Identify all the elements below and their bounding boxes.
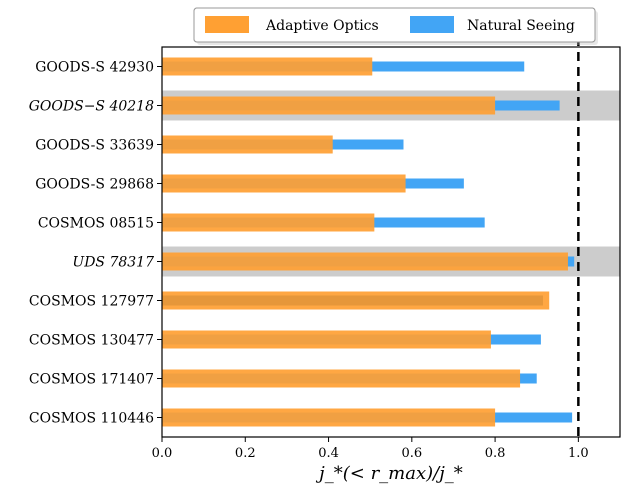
- y-tick-label: COSMOS 08515: [38, 216, 154, 232]
- x-tick-label: 1.0: [568, 446, 589, 461]
- plot-frame: [161, 46, 621, 438]
- y-tick-label: GOODS−S 40218: [29, 99, 154, 115]
- bar-adaptive-optics: [162, 57, 373, 76]
- bar-adaptive-optics: [162, 213, 375, 232]
- legend: Adaptive Optics Natural Seeing: [193, 7, 598, 45]
- x-tick-label: 0.2: [235, 446, 256, 461]
- y-tick-label: COSMOS 171407: [29, 372, 154, 388]
- bar-adaptive-optics: [162, 135, 333, 154]
- y-tick-label: GOODS-S 29868: [35, 177, 154, 193]
- x-axis-label: j_*(< r_max)/j_*: [315, 463, 463, 484]
- legend-swatch-natural-seeing: [410, 16, 454, 33]
- bar-adaptive-optics: [162, 330, 491, 349]
- legend-swatch-adaptive-optics: [205, 16, 249, 33]
- bar-adaptive-optics: [162, 408, 496, 427]
- x-tick-label: 0.4: [318, 446, 339, 461]
- y-tick-label: GOODS-S 42930: [35, 60, 154, 76]
- bar-adaptive-optics: [162, 369, 521, 388]
- y-tick-label: COSMOS 130477: [29, 333, 154, 349]
- y-tick-label: COSMOS 127977: [29, 294, 154, 310]
- bar-adaptive-optics: [162, 174, 406, 193]
- bar-adaptive-optics: [162, 96, 496, 115]
- x-tick-label: 0.0: [152, 446, 173, 461]
- y-tick-label: GOODS-S 33639: [35, 138, 154, 154]
- x-tick-label: 0.8: [485, 446, 506, 461]
- bar-adaptive-optics: [162, 291, 550, 310]
- adaptive-optics-bars: [162, 57, 568, 427]
- legend-label-adaptive-optics: Adaptive Optics: [265, 18, 379, 34]
- x-tick-label: 0.6: [401, 446, 422, 461]
- x-axis: 0.0 0.2 0.4 0.6 0.8 1.0: [152, 437, 589, 461]
- bar-natural-seeing-overlap: [162, 295, 543, 306]
- bar-adaptive-optics: [162, 252, 568, 271]
- y-axis: GOODS-S 42930 GOODS−S 40218 GOODS-S 33639 G…: [29, 60, 162, 427]
- y-tick-label: COSMOS 110446: [29, 411, 154, 427]
- y-tick-label: UDS 78317: [72, 255, 154, 271]
- legend-label-natural-seeing: Natural Seeing: [467, 18, 575, 34]
